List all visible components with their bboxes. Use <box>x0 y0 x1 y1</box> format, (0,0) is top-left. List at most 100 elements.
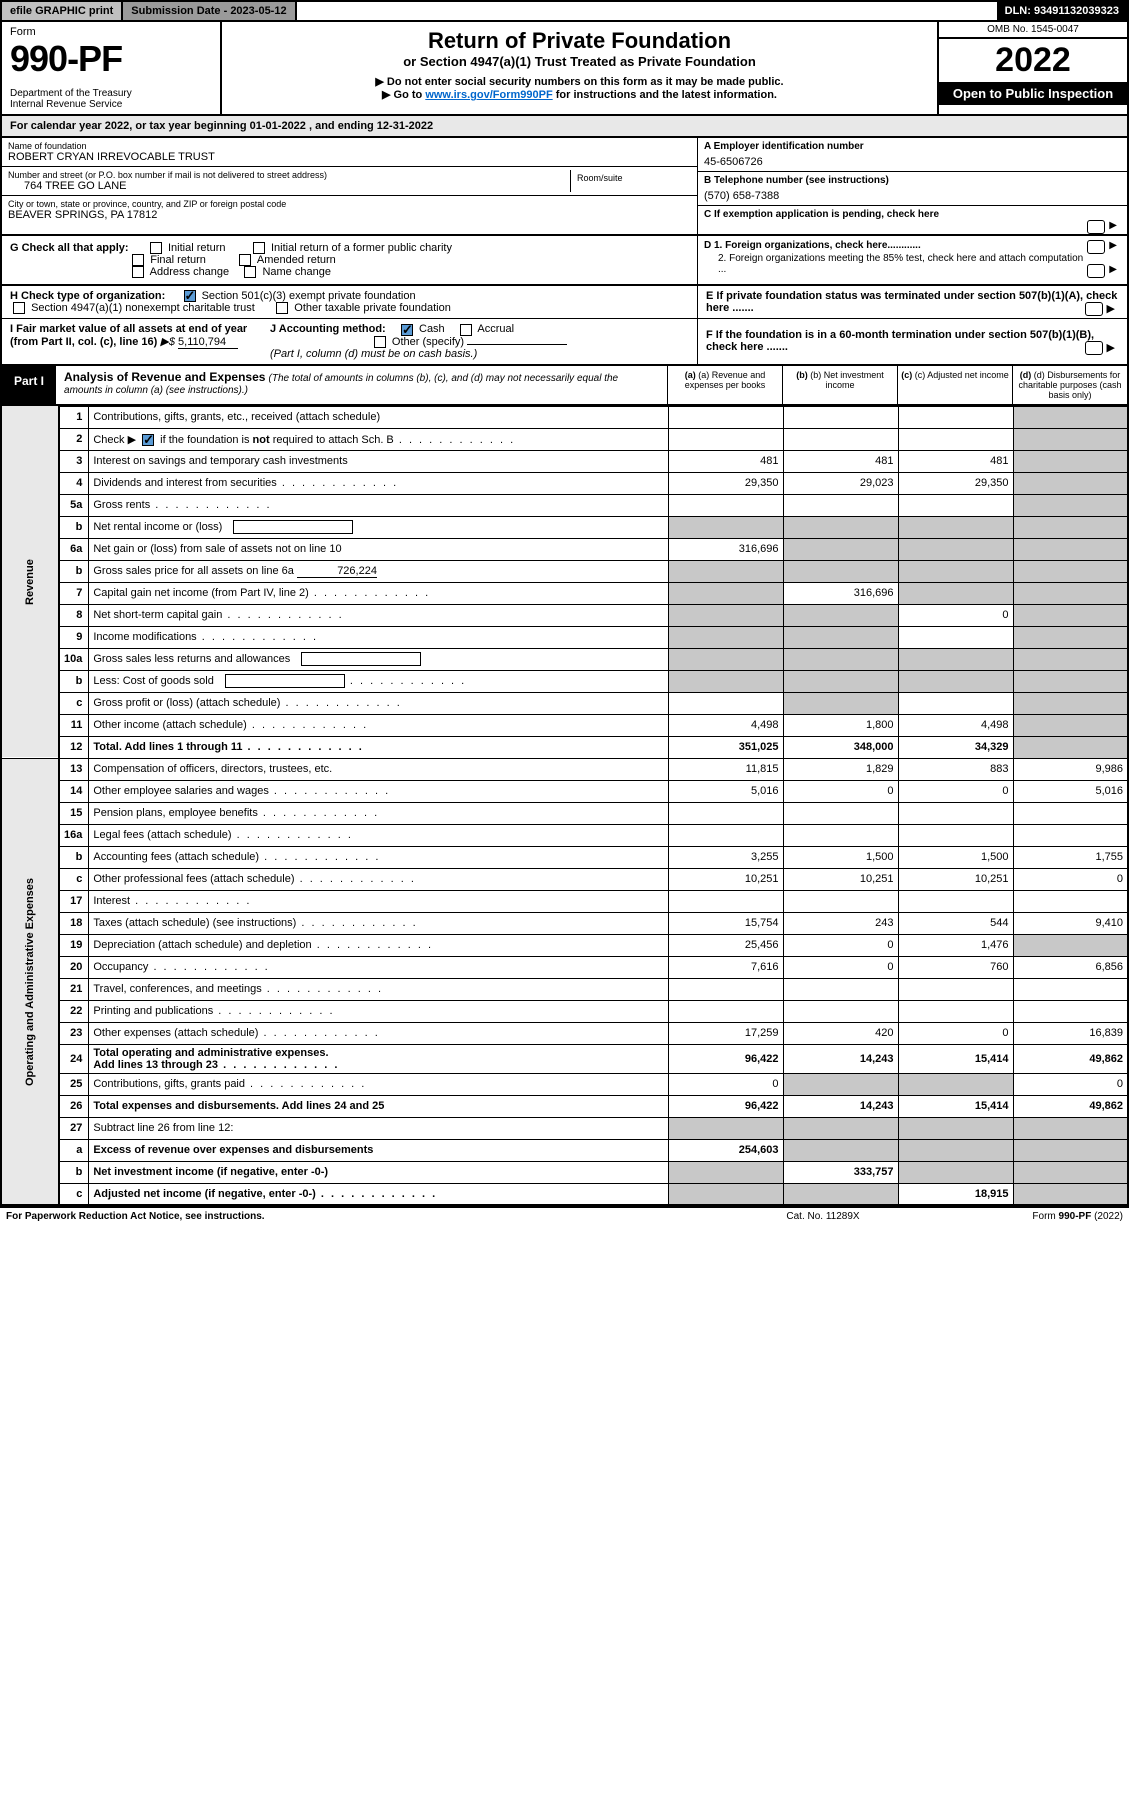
row-description: Other expenses (attach schedule) <box>89 1022 668 1044</box>
amount-cell: 96,422 <box>668 1095 783 1117</box>
phone-label: B Telephone number (see instructions) <box>704 175 1121 186</box>
amount-cell: 348,000 <box>783 736 898 758</box>
other-method-checkbox[interactable] <box>374 336 386 348</box>
row-number: 8 <box>59 604 89 626</box>
row-description: Other employee salaries and wages <box>89 780 668 802</box>
amount-cell <box>1013 626 1128 648</box>
name-change-checkbox[interactable] <box>244 266 256 278</box>
row-description: Subtract line 26 from line 12: <box>89 1117 668 1139</box>
foundation-name: ROBERT CRYAN IRREVOCABLE TRUST <box>8 151 691 163</box>
f-checkbox[interactable] <box>1085 341 1103 355</box>
amount-cell: 10,251 <box>898 868 1013 890</box>
final-return-checkbox[interactable] <box>132 254 144 266</box>
amount-cell <box>1013 802 1128 824</box>
table-row: 16aLegal fees (attach schedule) <box>1 824 1128 846</box>
irs-link[interactable]: www.irs.gov/Form990PF <box>425 89 552 101</box>
amount-cell <box>783 692 898 714</box>
i-arrow: ▶$ <box>160 336 175 348</box>
amount-cell: 16,839 <box>1013 1022 1128 1044</box>
amount-cell <box>783 978 898 1000</box>
initial-former-checkbox[interactable] <box>253 242 265 254</box>
amount-cell <box>783 1073 898 1095</box>
amount-cell: 18,915 <box>898 1183 1013 1205</box>
open-to-public: Open to Public Inspection <box>939 82 1127 105</box>
col-d-header: (d) (d) Disbursements for charitable pur… <box>1012 366 1127 404</box>
row-description: Gross sales price for all assets on line… <box>89 560 668 582</box>
amount-cell <box>668 692 783 714</box>
addr-change: Address change <box>150 266 230 278</box>
amount-cell <box>668 560 783 582</box>
amount-cell <box>898 824 1013 846</box>
amount-cell: 4,498 <box>898 714 1013 736</box>
amount-cell <box>1013 538 1128 560</box>
d2-label: 2. Foreign organizations meeting the 85%… <box>704 251 1121 275</box>
amended-return-checkbox[interactable] <box>239 254 251 266</box>
amount-cell <box>898 406 1013 428</box>
amount-cell: 316,696 <box>668 538 783 560</box>
row-number: 11 <box>59 714 89 736</box>
c-checkbox[interactable] <box>1087 220 1105 234</box>
accrual-checkbox[interactable] <box>460 324 472 336</box>
amount-cell: 10,251 <box>783 868 898 890</box>
amount-cell: 29,350 <box>668 472 783 494</box>
row-number: 23 <box>59 1022 89 1044</box>
amount-cell: 49,862 <box>1013 1095 1128 1117</box>
e-checkbox[interactable] <box>1085 302 1103 316</box>
f-label: F If the foundation is in a 60-month ter… <box>706 329 1094 353</box>
amount-cell <box>898 802 1013 824</box>
amount-cell <box>668 428 783 450</box>
table-row: 11Other income (attach schedule)4,4981,8… <box>1 714 1128 736</box>
side-label: Revenue <box>1 406 59 758</box>
header-left: Form 990-PF Department of the Treasury I… <box>2 22 222 114</box>
d1-checkbox[interactable] <box>1087 240 1105 254</box>
department: Department of the Treasury Internal Reve… <box>10 88 212 110</box>
amount-cell: 0 <box>898 1022 1013 1044</box>
row-description: Gross rents <box>89 494 668 516</box>
4947-checkbox[interactable] <box>13 302 25 314</box>
amount-cell <box>898 428 1013 450</box>
table-row: bLess: Cost of goods sold <box>1 670 1128 692</box>
d2-checkbox[interactable] <box>1087 264 1105 278</box>
row-number: 15 <box>59 802 89 824</box>
amount-cell <box>898 670 1013 692</box>
amount-cell <box>668 494 783 516</box>
amount-cell <box>898 494 1013 516</box>
row-description: Interest <box>89 890 668 912</box>
tax-year: 2022 <box>939 39 1127 82</box>
table-row: bNet rental income or (loss) <box>1 516 1128 538</box>
cash-checkbox[interactable] <box>401 324 413 336</box>
amount-cell: 0 <box>783 780 898 802</box>
room-suite-label: Room/suite <box>571 170 691 192</box>
amount-cell: 9,986 <box>1013 758 1128 780</box>
side-label: Operating and Administrative Expenses <box>1 758 59 1205</box>
table-row: cGross profit or (loss) (attach schedule… <box>1 692 1128 714</box>
initial-return-checkbox[interactable] <box>150 242 162 254</box>
amount-cell <box>783 516 898 538</box>
j-label: J Accounting method: <box>270 323 386 335</box>
row-number: 10a <box>59 648 89 670</box>
amount-cell: 760 <box>898 956 1013 978</box>
ein-value: 45-6506726 <box>704 152 1121 168</box>
goto-line: ▶ Go to www.irs.gov/Form990PF for instru… <box>232 88 927 101</box>
other-taxable-checkbox[interactable] <box>276 302 288 314</box>
501c3: Section 501(c)(3) exempt private foundat… <box>202 290 416 302</box>
g-label: G Check all that apply: <box>10 242 129 254</box>
amount-cell <box>1013 428 1128 450</box>
501c3-checkbox[interactable] <box>184 290 196 302</box>
arrow-icon: ▶ <box>1109 240 1117 251</box>
row-description: Adjusted net income (if negative, enter … <box>89 1183 668 1205</box>
d1-label: D 1. Foreign organizations, check here..… <box>704 240 1121 251</box>
c-label: C If exemption application is pending, c… <box>704 209 939 220</box>
amount-cell <box>668 406 783 428</box>
table-row: bAccounting fees (attach schedule)3,2551… <box>1 846 1128 868</box>
phone-cell: B Telephone number (see instructions) (5… <box>698 172 1127 206</box>
amount-cell <box>783 626 898 648</box>
col-c-text: (c) Adjusted net income <box>915 370 1009 380</box>
amount-cell <box>1013 1117 1128 1139</box>
addr-label: Number and street (or P.O. box number if… <box>8 170 570 180</box>
amount-cell <box>1013 890 1128 912</box>
city-cell: City or town, state or province, country… <box>2 196 697 224</box>
e-label: E If private foundation status was termi… <box>706 290 1117 314</box>
amount-cell: 96,422 <box>668 1044 783 1073</box>
addr-change-checkbox[interactable] <box>132 266 144 278</box>
